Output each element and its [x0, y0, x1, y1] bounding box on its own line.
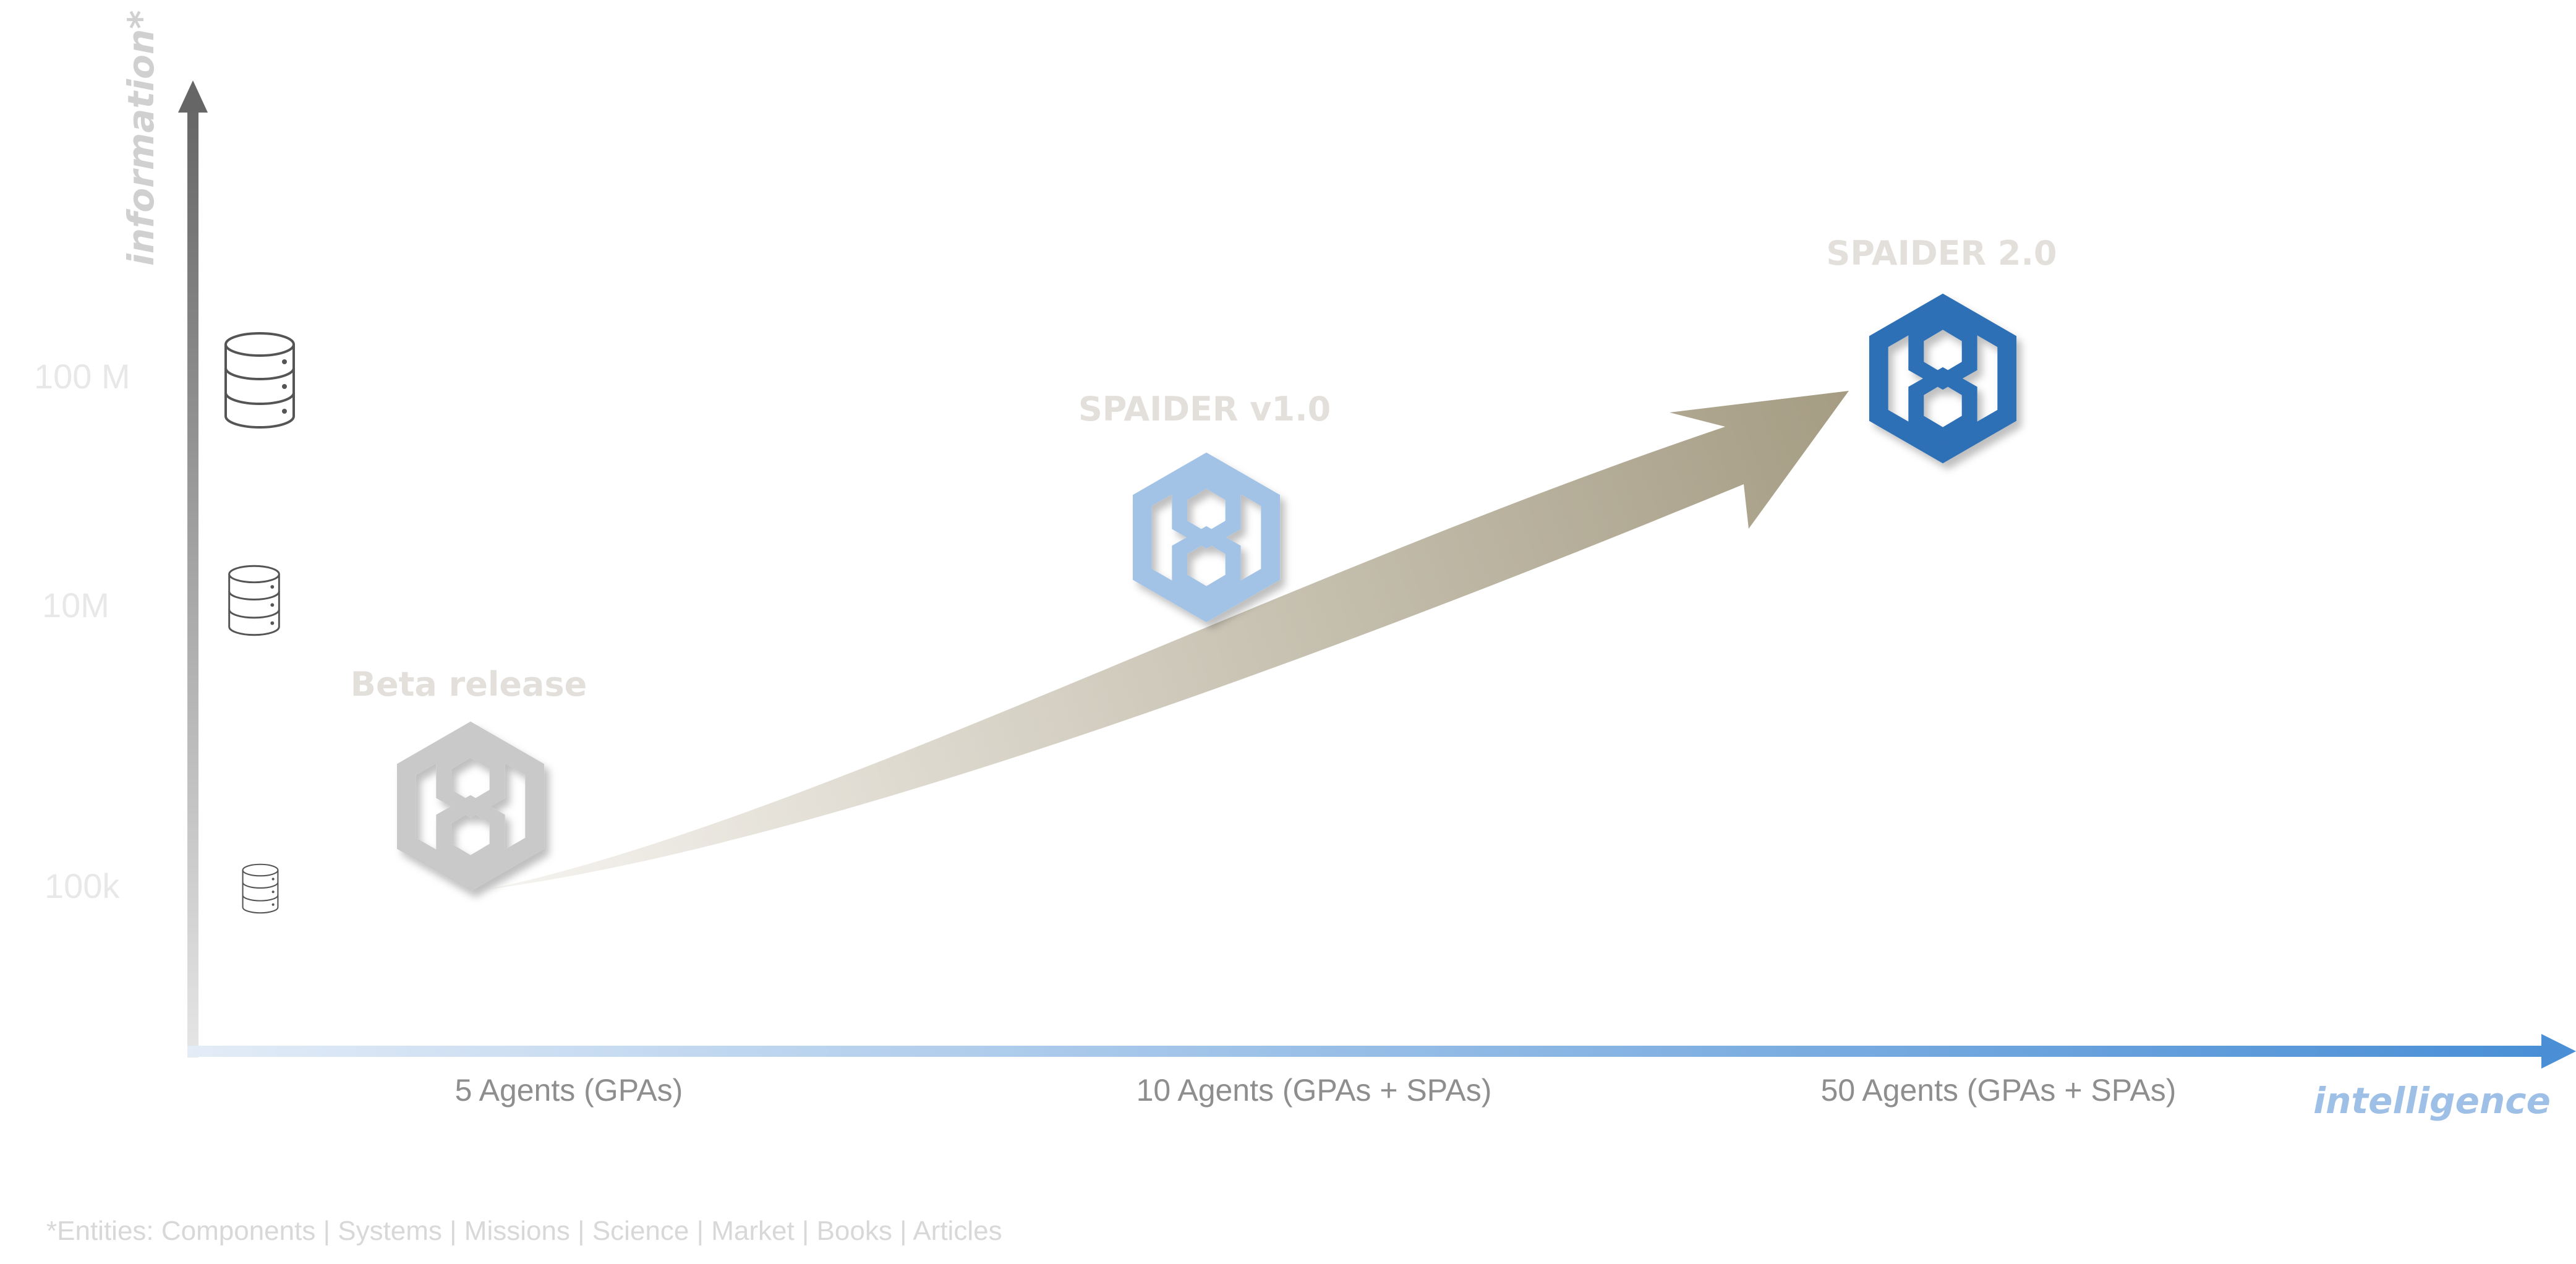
y-tick-10m: 10M — [42, 586, 109, 625]
x-tick-50-agents: 50 Agents (GPAs + SPAs) — [1821, 1073, 2177, 1108]
y-tick-100m: 100 M — [34, 357, 130, 396]
hexagon-logo-icon-v2 — [1869, 293, 2017, 464]
hexagon-logo-icon-v1 — [1132, 452, 1281, 623]
hexagon-logo-icon-beta — [396, 721, 545, 892]
database-icon-small — [242, 863, 279, 914]
database-icon-medium — [228, 565, 280, 636]
x-tick-5-agents: 5 Agents (GPAs) — [455, 1073, 683, 1108]
database-icon-large — [224, 332, 295, 429]
growth-arrow — [488, 391, 1849, 889]
x-axis-label: intelligence — [2313, 1080, 2551, 1122]
y-axis — [178, 80, 208, 1057]
x-axis — [187, 1034, 2576, 1069]
y-tick-100k: 100k — [45, 866, 120, 905]
y-axis-label: information* — [120, 10, 162, 266]
release-label-v1: SPAIDER v1.0 — [1078, 390, 1331, 429]
release-label-v2: SPAIDER 2.0 — [1826, 234, 2057, 273]
footnote: *Entities: Components | Systems | Missio… — [46, 1216, 1002, 1246]
x-tick-10-agents: 10 Agents (GPAs + SPAs) — [1137, 1073, 1492, 1108]
release-label-beta: Beta release — [351, 665, 587, 704]
